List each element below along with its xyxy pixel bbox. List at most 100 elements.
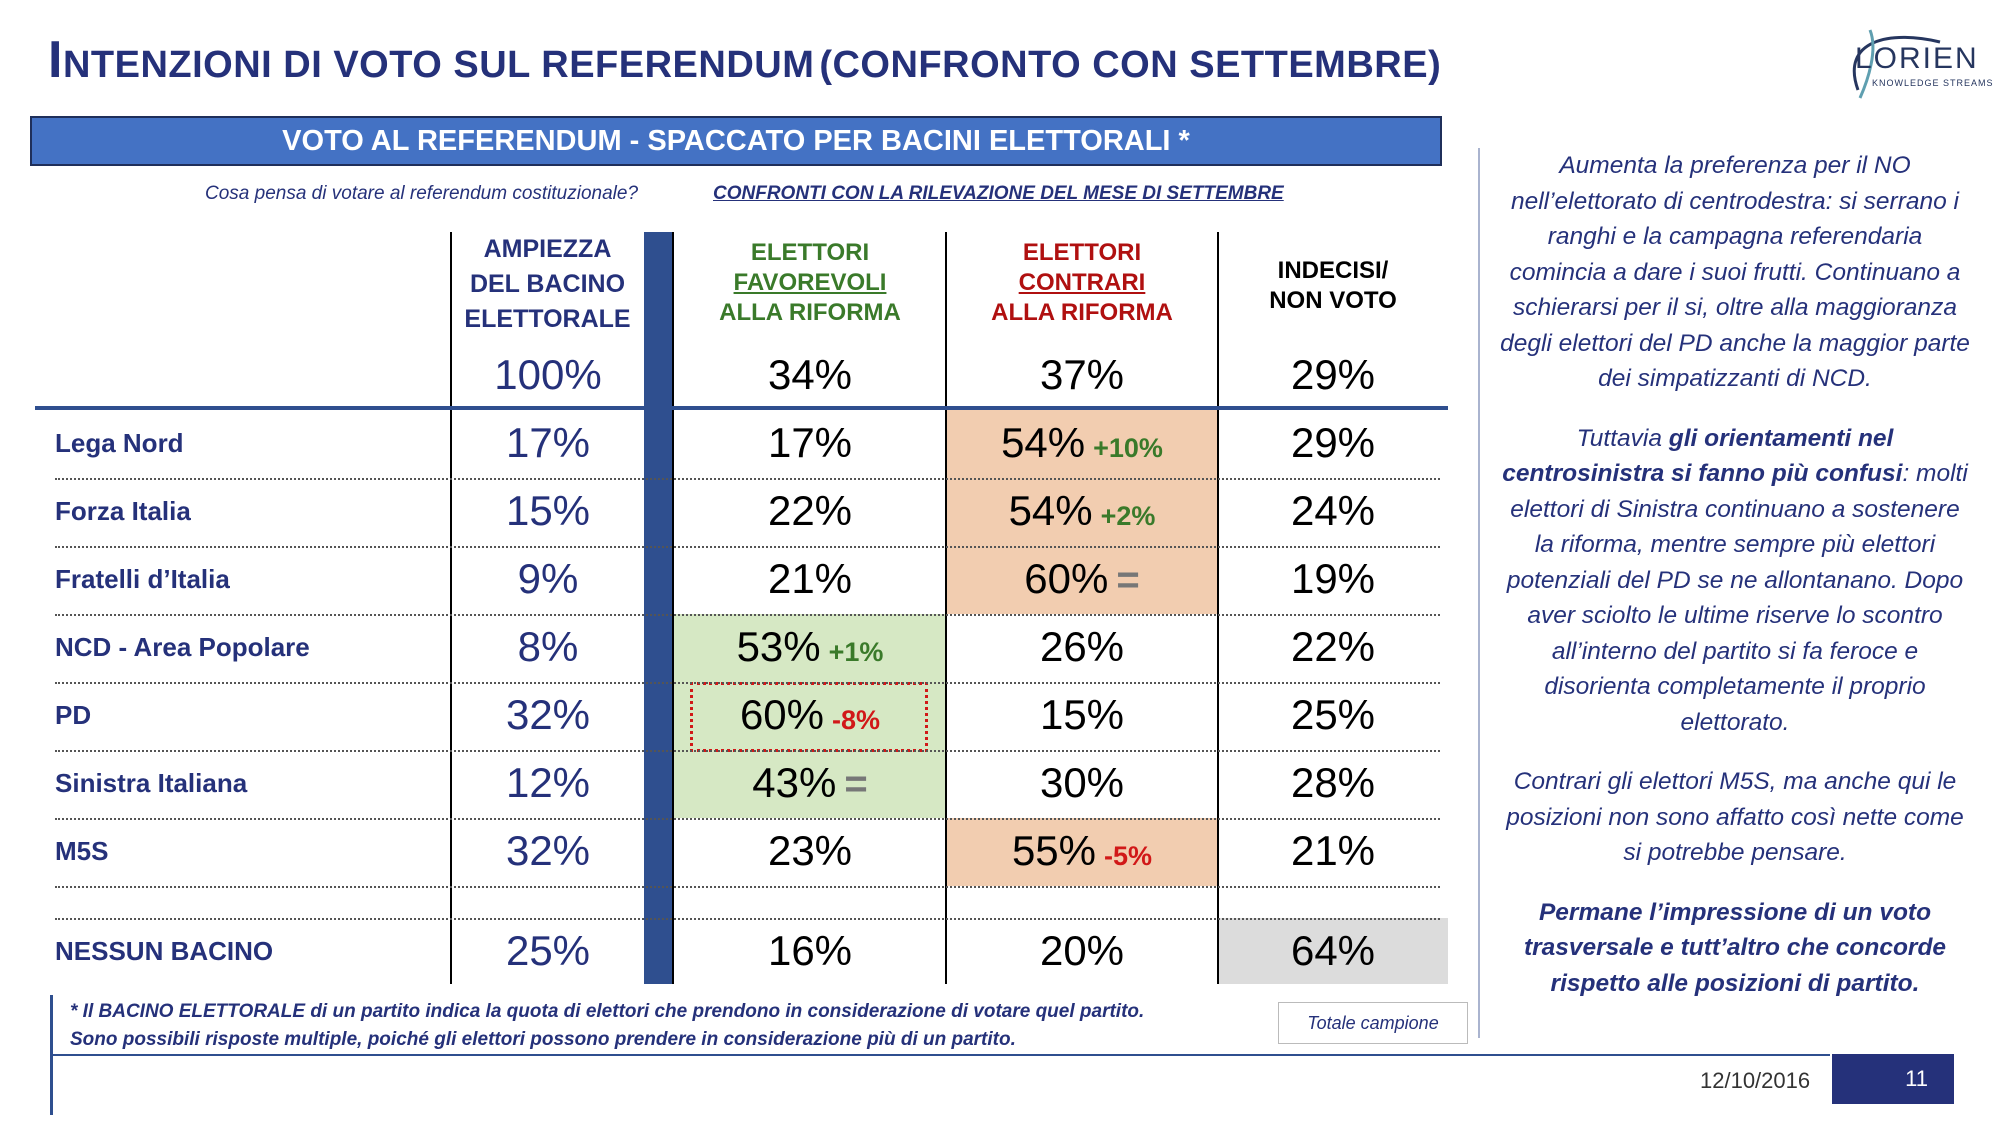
- nessun-contrari: 20%: [1039, 927, 1125, 974]
- row-label: PD: [55, 700, 92, 730]
- table-banner: VOTO AL REFERENDUM - SPACCATO PER BACINI…: [30, 116, 1442, 166]
- cell-indecisi: 29%: [1218, 410, 1448, 476]
- cell-favorevoli-value: 43%: [752, 759, 837, 806]
- cell-indecisi: 19%: [1218, 546, 1448, 612]
- cell-favorevoli-change: =: [844, 762, 868, 806]
- shade-m5s-contrari: [946, 818, 1218, 886]
- cell-bacino-value: 32%: [505, 827, 591, 874]
- cell-bacino-value: 9%: [517, 555, 579, 602]
- row-label: Fratelli d’Italia: [55, 564, 230, 594]
- header-indecisi: INDECISI/ NON VOTO: [1269, 257, 1397, 314]
- cell-indecisi-value: 22%: [1290, 623, 1376, 670]
- row-divider: [55, 918, 1440, 920]
- side-paragraph-1: Aumenta la preferenza per il NO nell’ele…: [1500, 152, 1970, 392]
- row-label: M5S: [55, 836, 109, 866]
- cell-contrari-value: 54%: [1001, 419, 1086, 466]
- cell-contrari: 26%: [946, 614, 1218, 680]
- cell-indecisi: 25%: [1218, 682, 1448, 748]
- cell-indecisi-value: 19%: [1290, 555, 1376, 602]
- nessun-favorevoli: 16%: [767, 927, 853, 974]
- column-separator: [644, 232, 672, 984]
- shade-fi-contrari: [946, 480, 1218, 548]
- cell-favorevoli-change: +1%: [828, 637, 884, 667]
- cell-favorevoli: 60% -8%: [674, 682, 946, 748]
- cell-contrari-value: 55%: [1011, 827, 1097, 874]
- cell-bacino: 9%: [452, 546, 644, 612]
- logo-tagline: KNOWLEDGE STREAMS: [1872, 78, 1994, 88]
- total-contrari: 37%: [1039, 351, 1125, 398]
- cell-contrari: 54% +2%: [946, 478, 1218, 544]
- cell-indecisi: 24%: [1218, 478, 1448, 544]
- cell-favorevoli: 21%: [674, 546, 946, 612]
- cell-favorevoli-value: 23%: [767, 827, 853, 874]
- header-contrari: ELETTORI CONTRARI ALLA RIFORMA: [991, 239, 1173, 326]
- total-sample-label: Totale campione: [1278, 1002, 1468, 1044]
- slide-date: 12/10/2016: [1700, 1068, 1811, 1093]
- cell-contrari: 30%: [946, 750, 1218, 816]
- page-number: 11: [1832, 1054, 1954, 1104]
- col-line-2: [672, 232, 674, 984]
- row-label: NCD - Area Popolare: [55, 632, 310, 662]
- total-favorevoli: 34%: [767, 351, 853, 398]
- cell-indecisi-value: 24%: [1290, 487, 1376, 534]
- cell-contrari: 15%: [946, 682, 1218, 748]
- side-paragraph-2: Tuttavia gli orientamenti nel centrosini…: [1502, 424, 1968, 736]
- side-commentary: Aumenta la preferenza per il NO nell’ele…: [1500, 148, 1970, 1025]
- cell-indecisi: 22%: [1218, 614, 1448, 680]
- row-divider: [55, 886, 1440, 888]
- cell-indecisi: 21%: [1218, 818, 1448, 884]
- row-divider: [55, 818, 1440, 820]
- row-divider: [55, 614, 1440, 616]
- shade-nessun-indecisi: [1218, 918, 1448, 984]
- cell-contrari-value: 26%: [1039, 623, 1125, 670]
- cell-contrari-change: =: [1116, 558, 1140, 602]
- row-label: Forza Italia: [55, 496, 191, 526]
- cell-bacino-value: 15%: [505, 487, 591, 534]
- cell-indecisi-value: 25%: [1290, 691, 1376, 738]
- side-divider: [1478, 148, 1480, 1038]
- cell-bacino: 15%: [452, 478, 644, 544]
- survey-question: Cosa pensa di votare al referendum costi…: [205, 183, 639, 204]
- col-line-3: [945, 232, 947, 984]
- col-line-1: [450, 232, 452, 984]
- cell-bacino-value: 17%: [505, 419, 591, 466]
- cell-contrari-value: 15%: [1039, 691, 1125, 738]
- row-label-nessun: NESSUN BACINO: [55, 936, 274, 966]
- header-favorevoli: ELETTORI FAVOREVOLI ALLA RIFORMA: [719, 239, 901, 326]
- shade-si-favorevoli: [674, 750, 946, 818]
- header-bacino: AMPIEZZA DEL BACINO ELETTORALE: [464, 235, 631, 333]
- cell-favorevoli-value: 60%: [739, 691, 825, 738]
- cell-favorevoli-change: -8%: [832, 705, 881, 735]
- side-paragraph-4: Permane l’impressione di un voto trasver…: [1523, 898, 1947, 997]
- logo-name: LORIEN: [1855, 42, 1979, 75]
- cell-favorevoli: 22%: [674, 478, 946, 544]
- cell-bacino: 12%: [452, 750, 644, 816]
- cell-bacino: 32%: [452, 682, 644, 748]
- cell-contrari-change: +2%: [1100, 501, 1156, 531]
- row-divider: [55, 546, 1440, 548]
- comparison-note: CONFRONTI CON LA RILEVAZIONE DEL MESE DI…: [713, 183, 1284, 204]
- cell-contrari-change: -5%: [1104, 841, 1153, 871]
- cell-bacino: 17%: [452, 410, 644, 476]
- cell-contrari-value: 54%: [1008, 487, 1093, 534]
- shade-ncd-favorevoli: [674, 614, 946, 682]
- cell-favorevoli-value: 21%: [767, 555, 853, 602]
- nessun-indecisi: 64%: [1290, 927, 1376, 974]
- cell-indecisi-value: 21%: [1290, 827, 1376, 874]
- cell-favorevoli-value: 22%: [767, 487, 853, 534]
- cell-indecisi-value: 28%: [1290, 759, 1376, 806]
- row-divider: [55, 682, 1440, 684]
- cell-indecisi-value: 29%: [1290, 419, 1376, 466]
- cell-contrari: 60% =: [946, 546, 1218, 612]
- cell-contrari-change: +10%: [1093, 433, 1163, 463]
- footnote: * Il BACINO ELETTORALE di un partito ind…: [70, 1001, 1145, 1050]
- side-paragraph-3: Contrari gli elettori M5S, ma anche qui …: [1506, 768, 1964, 866]
- cell-bacino-value: 12%: [505, 759, 591, 806]
- lorien-logo-icon: [1852, 29, 1941, 99]
- nessun-bacino: 25%: [505, 927, 591, 974]
- cell-favorevoli-value: 17%: [767, 419, 853, 466]
- shade-pd-favorevoli: [674, 682, 946, 750]
- row-label: Lega Nord: [55, 428, 184, 458]
- cell-favorevoli: 43% =: [674, 750, 946, 816]
- cell-contrari-value: 30%: [1039, 759, 1125, 806]
